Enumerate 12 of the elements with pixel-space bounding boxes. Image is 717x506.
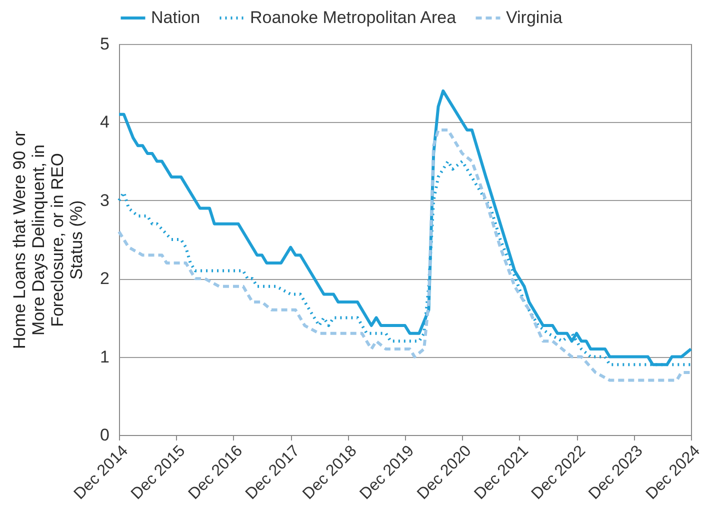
y-axis-title: Home Loans that Were 90 or More Days Delinquent, in Foreclosure, or in REO Status (%) — [10, 130, 86, 349]
y-tick-label: 3 — [100, 190, 110, 210]
legend-label: Roanoke Metropolitan Area — [250, 8, 457, 27]
line-series — [118, 89, 692, 366]
y-tick-label: 4 — [100, 112, 110, 132]
legend-label: Nation — [151, 8, 200, 27]
y-tick-label: 5 — [100, 34, 110, 54]
y-tick-label: 1 — [100, 347, 110, 366]
legend-label: Virginia — [506, 8, 563, 27]
line-series — [118, 128, 692, 382]
y-tick-label: 0 — [100, 426, 110, 444]
y-tick-label: 2 — [100, 269, 110, 288]
